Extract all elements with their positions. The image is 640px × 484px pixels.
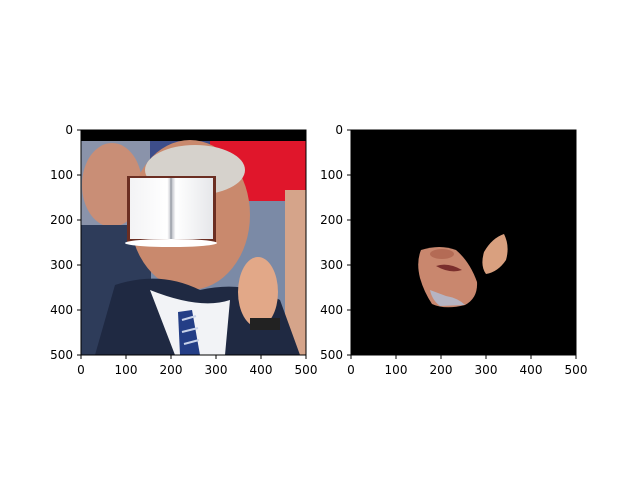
tick-label: 100: [385, 363, 408, 377]
tick-label: 500: [50, 348, 73, 362]
left-axes-frame: [80, 129, 307, 356]
tick-label: 200: [50, 213, 73, 227]
right-y-axis: [347, 129, 351, 356]
tick-label: 0: [347, 363, 355, 377]
tick-label: 100: [50, 168, 73, 182]
tick-label: 500: [295, 363, 318, 377]
left-x-tick-labels: 0 100 200 300 400 500: [77, 363, 317, 377]
right-image-panel: [351, 130, 576, 355]
tick-label: 300: [320, 258, 343, 272]
tick-label: 500: [565, 363, 588, 377]
tick-label: 200: [160, 363, 183, 377]
tick-label: 400: [50, 303, 73, 317]
tick-label: 500: [320, 348, 343, 362]
left-y-axis: [77, 129, 81, 356]
tick-label: 400: [520, 363, 543, 377]
tick-label: 0: [335, 123, 343, 137]
left-x-axis: [80, 355, 307, 359]
tick-label: 400: [320, 303, 343, 317]
tick-label: 0: [77, 363, 85, 377]
tick-label: 400: [250, 363, 273, 377]
tick-label: 100: [320, 168, 343, 182]
tick-label: 300: [475, 363, 498, 377]
tick-label: 100: [115, 363, 138, 377]
right-x-tick-labels: 0 100 200 300 400 500: [347, 363, 587, 377]
tick-label: 300: [205, 363, 228, 377]
left-image-panel: [81, 130, 306, 355]
book-overlay: [125, 176, 217, 247]
tick-label: 300: [50, 258, 73, 272]
hand-segment: [482, 234, 508, 274]
tick-label: 200: [430, 363, 453, 377]
right-y-tick-labels: 0 100 200 300 400 500: [320, 123, 343, 362]
left-y-tick-labels: 0 100 200 300 400 500: [50, 123, 73, 362]
tick-label: 200: [320, 213, 343, 227]
right-axes-frame: [350, 129, 577, 356]
tick-label: 0: [65, 123, 73, 137]
right-x-axis: [350, 355, 577, 359]
